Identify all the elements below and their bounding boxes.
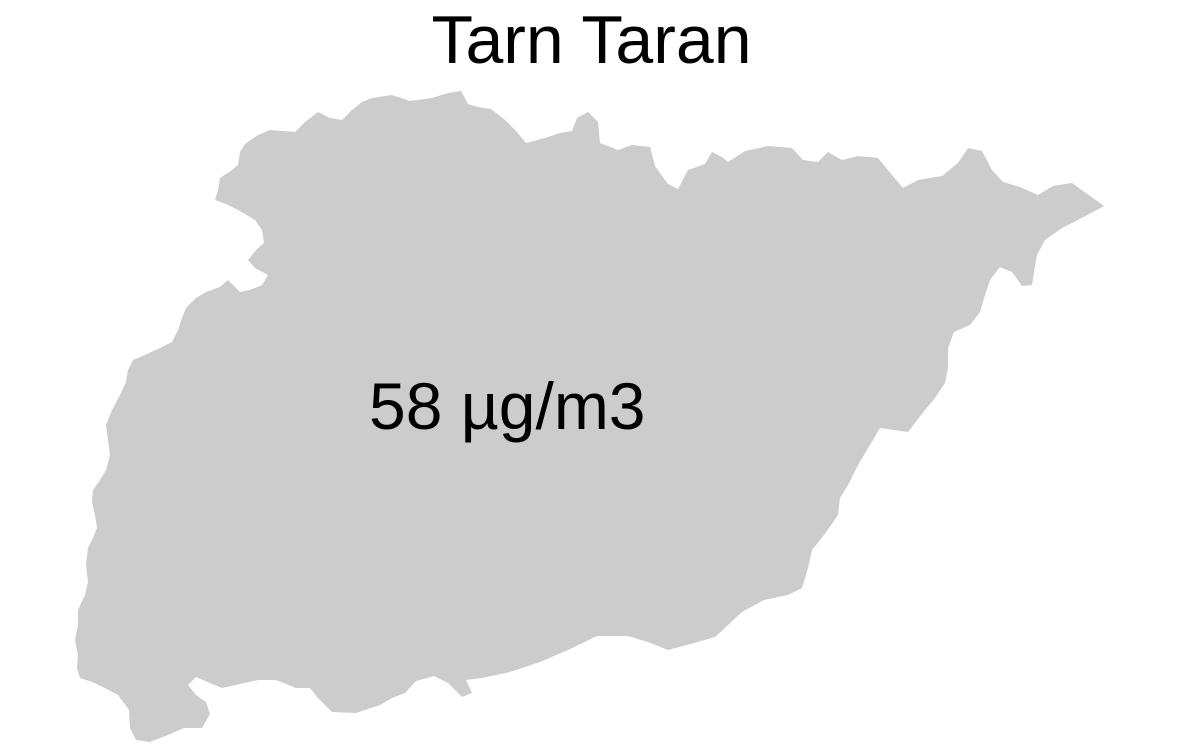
map-title: Tarn Taran bbox=[431, 2, 752, 78]
district-boundary-shape bbox=[75, 91, 1104, 742]
value-label: 58 µg/m3 bbox=[369, 369, 646, 443]
